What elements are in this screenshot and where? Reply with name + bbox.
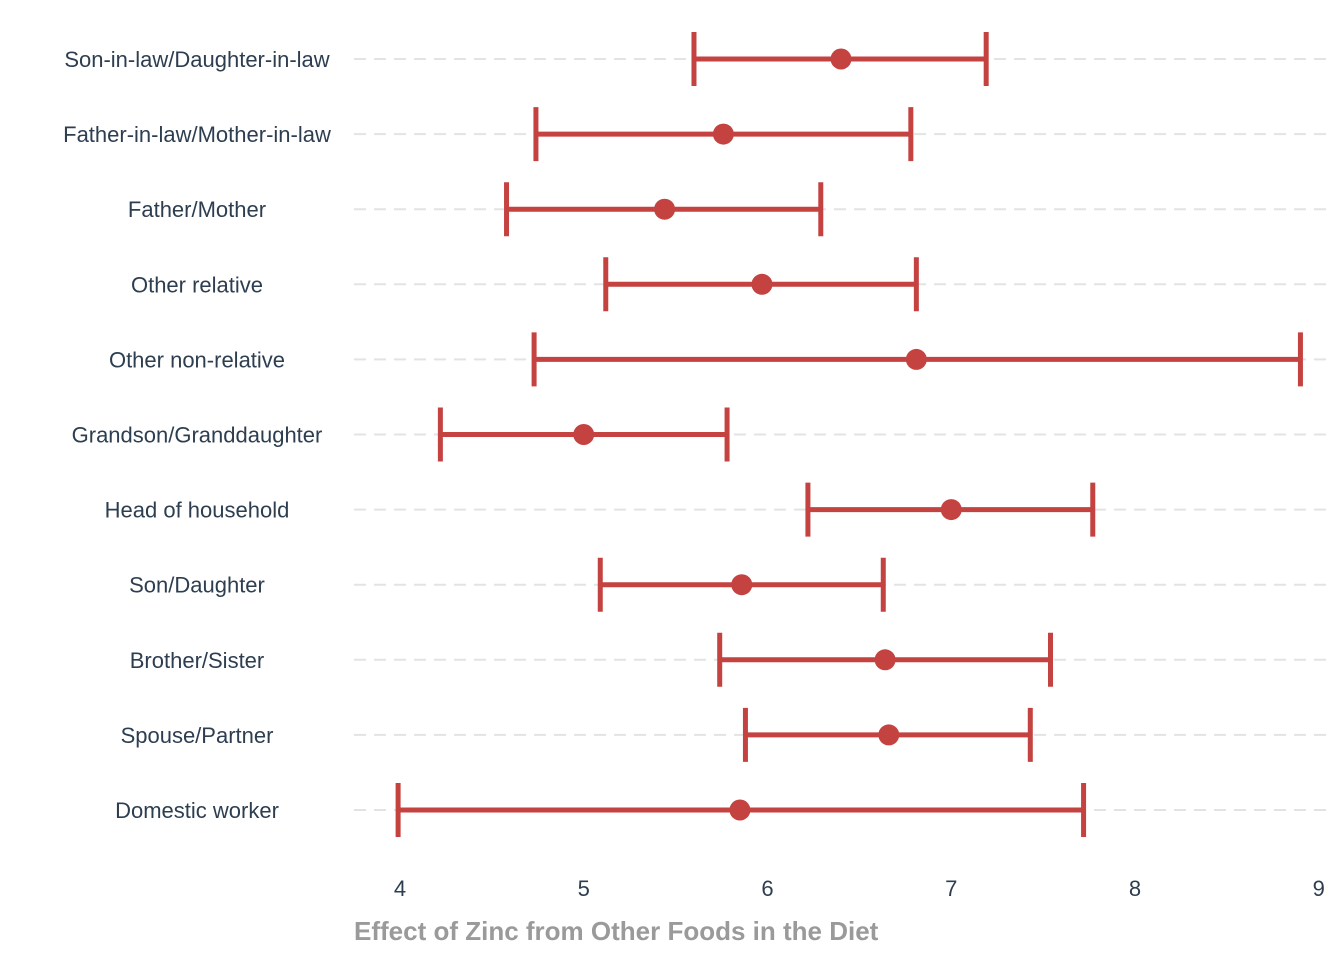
x-tick-label: 6 — [761, 876, 773, 901]
estimate-point — [830, 48, 852, 70]
estimate-point — [729, 799, 751, 821]
x-tick-label: 5 — [578, 876, 590, 901]
errorbar-row — [597, 557, 886, 612]
category-label: Brother/Sister — [130, 648, 265, 673]
estimate-point — [573, 424, 595, 445]
errorbar-row — [717, 632, 1054, 687]
errorbar-row — [691, 32, 989, 86]
estimate-point — [940, 499, 962, 521]
estimate-point — [731, 574, 753, 596]
errorbar-row — [533, 107, 914, 162]
x-axis-title: Effect of Zinc from Other Foods in the D… — [354, 916, 879, 946]
errorbar-row — [504, 182, 824, 237]
errorbar-row — [742, 707, 1033, 762]
category-label: Father-in-law/Mother-in-law — [63, 122, 331, 147]
category-label: Other non-relative — [109, 347, 285, 372]
category-label: Father/Mother — [128, 197, 266, 222]
category-label: Other relative — [131, 272, 263, 297]
error-bars — [395, 32, 1303, 837]
category-label: Son/Daughter — [129, 573, 265, 598]
category-label: Son-in-law/Daughter-in-law — [64, 47, 329, 72]
category-labels: Son-in-law/Daughter-in-law Father-in-law/… — [63, 47, 331, 823]
x-tick-label: 4 — [394, 876, 406, 901]
estimate-point — [874, 649, 896, 671]
estimate-point — [751, 273, 773, 295]
errorbar-row — [603, 257, 919, 312]
estimate-point — [712, 123, 734, 145]
errorbar-row — [805, 482, 1096, 537]
category-label: Head of household — [105, 498, 290, 523]
errorbar-row — [437, 407, 730, 462]
errorbar-row — [395, 783, 1087, 837]
category-label: Domestic worker — [115, 798, 279, 823]
x-tick-label: 7 — [945, 876, 957, 901]
estimate-point — [878, 724, 900, 746]
category-label: Grandson/Granddaughter — [72, 423, 323, 448]
estimate-point — [654, 198, 676, 220]
estimate-point — [905, 348, 927, 370]
x-axis-ticks: 4 5 6 7 8 9 — [394, 876, 1325, 901]
category-label: Spouse/Partner — [121, 723, 274, 748]
x-tick-label: 8 — [1129, 876, 1141, 901]
errorbar-row — [531, 332, 1303, 387]
x-tick-label: 9 — [1313, 876, 1325, 901]
